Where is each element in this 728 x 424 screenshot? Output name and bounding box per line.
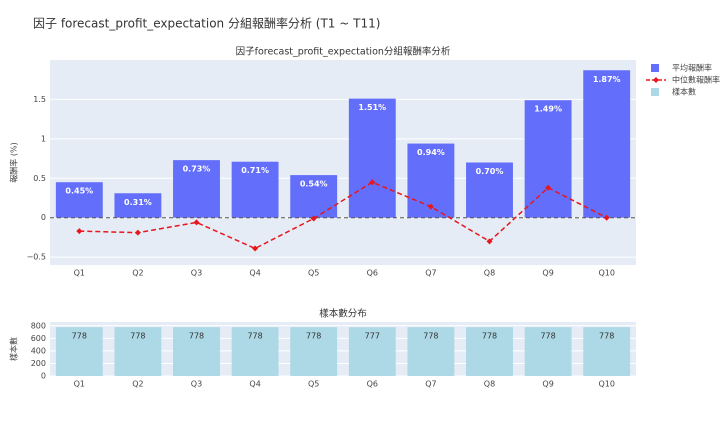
y-axis-label: 報酬率 (%) <box>9 142 19 182</box>
line-marker <box>603 214 610 221</box>
bar <box>290 327 338 376</box>
bar <box>466 162 513 218</box>
bar <box>55 327 103 376</box>
bar <box>583 327 631 376</box>
x-tick-label: Q2 <box>132 380 143 389</box>
x-tick-label: Q8 <box>484 269 495 278</box>
line-marker <box>134 229 141 236</box>
x-tick-label: Q1 <box>74 380 85 389</box>
data-label: 778 <box>540 332 555 341</box>
bar <box>524 327 572 376</box>
x-tick-label: Q3 <box>191 380 202 389</box>
data-label: 778 <box>130 332 145 341</box>
y-tick-label: 400 <box>31 346 46 355</box>
x-tick-label: Q5 <box>308 269 319 278</box>
line-marker <box>427 203 434 210</box>
data-label: 0.54% <box>300 180 328 189</box>
line-marker <box>252 245 259 252</box>
legend-swatch <box>651 64 659 72</box>
bar <box>231 327 279 376</box>
legend-label: 樣本數 <box>672 87 696 97</box>
bar <box>114 193 162 218</box>
bar <box>466 327 513 376</box>
bar <box>231 161 279 218</box>
x-tick-label: Q4 <box>249 269 260 278</box>
y-tick-label: 200 <box>31 359 46 368</box>
line-marker <box>369 179 376 186</box>
x-tick-label: Q1 <box>74 269 85 278</box>
line-marker <box>486 238 493 245</box>
subplot-title: 樣本數分布 <box>319 308 367 320</box>
data-label: 778 <box>247 332 262 341</box>
line-marker <box>193 219 200 226</box>
x-tick-label: Q5 <box>308 380 319 389</box>
bar <box>348 98 396 218</box>
data-label: 778 <box>423 332 438 341</box>
y-tick-label: 600 <box>31 334 46 343</box>
data-label: 778 <box>599 332 614 341</box>
data-label: 778 <box>482 332 497 341</box>
data-label: 778 <box>72 332 87 341</box>
data-label: 0.70% <box>476 167 504 176</box>
line-marker <box>310 215 317 222</box>
y-tick-label: 0.5 <box>33 174 46 183</box>
y-axis-label: 樣本數 <box>9 337 19 361</box>
data-label: 1.87% <box>593 75 621 84</box>
x-tick-label: Q4 <box>249 380 260 389</box>
x-tick-label: Q10 <box>598 269 614 278</box>
legend-label: 中位數報酬率 <box>672 75 720 85</box>
y-tick-label: 1.5 <box>33 95 46 104</box>
data-label: 1.51% <box>358 103 386 112</box>
x-tick-label: Q2 <box>132 269 143 278</box>
x-tick-label: Q6 <box>367 380 378 389</box>
y-tick-label: −0.5 <box>27 253 46 262</box>
data-label: 0.45% <box>65 187 93 196</box>
bar <box>55 182 103 218</box>
x-tick-label: Q3 <box>191 269 202 278</box>
y-tick-label: 0 <box>41 213 46 222</box>
x-tick-label: Q7 <box>425 269 436 278</box>
bar <box>348 327 396 376</box>
data-label: 778 <box>306 332 321 341</box>
x-tick-label: Q7 <box>425 380 436 389</box>
data-label: 778 <box>189 332 204 341</box>
data-label: 0.73% <box>183 165 211 174</box>
line-marker <box>76 228 83 235</box>
bar <box>583 70 631 218</box>
x-tick-label: Q6 <box>367 269 378 278</box>
bar <box>114 327 162 376</box>
legend-label: 平均報酬率 <box>672 63 712 73</box>
y-tick-label: 1 <box>41 134 46 143</box>
y-tick-label: 0 <box>41 372 46 381</box>
bar <box>407 327 455 376</box>
x-tick-label: Q9 <box>542 380 553 389</box>
x-tick-label: Q9 <box>542 269 553 278</box>
data-label: 1.49% <box>534 105 562 114</box>
legend-swatch <box>651 88 659 96</box>
line-marker <box>545 184 552 191</box>
x-tick-label: Q10 <box>598 380 614 389</box>
data-label: 0.31% <box>124 198 152 207</box>
page-title: 因子 forecast_profit_expectation 分組報酬率分析 (… <box>33 16 380 31</box>
data-label: 0.71% <box>241 166 269 175</box>
bar <box>524 100 572 218</box>
bar <box>290 175 338 218</box>
x-tick-label: Q8 <box>484 380 495 389</box>
y-tick-label: 800 <box>31 321 46 330</box>
bar <box>173 327 220 376</box>
subplot-title: 因子forecast_profit_expectation分組報酬率分析 <box>236 46 451 58</box>
data-label: 777 <box>365 332 380 341</box>
data-label: 0.94% <box>417 148 445 157</box>
line <box>79 181 608 250</box>
legend-marker <box>653 77 659 83</box>
bar <box>173 160 220 218</box>
